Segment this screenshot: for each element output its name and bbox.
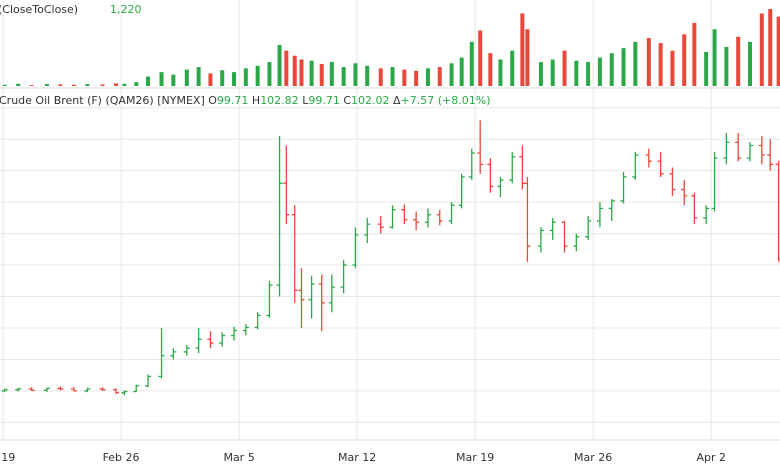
volume-bar — [425, 68, 430, 86]
volume-bar — [44, 84, 49, 86]
volume-bar — [747, 41, 752, 86]
volume-bar — [586, 62, 591, 86]
volume-bar — [319, 63, 324, 86]
volume-bar — [768, 9, 773, 86]
legend-field-value: 102.02 — [351, 94, 390, 107]
x-tick-label: Mar 26 — [574, 451, 612, 464]
legend-symbol: Crude Oil Brent (F) (QAM26) [NYMEX] — [0, 94, 205, 107]
volume-bar — [525, 29, 530, 86]
x-tick-label: b 19 — [0, 451, 15, 464]
volume-bar — [284, 50, 289, 86]
x-tick-label: Mar 19 — [456, 451, 494, 464]
legend-field-label: C — [343, 94, 351, 107]
volume-bar — [220, 70, 225, 86]
volume-bar — [414, 70, 419, 86]
legend-change: +7.57 (+8.01%) — [401, 94, 491, 107]
legend-field-label: L — [302, 94, 309, 107]
volume-bar — [478, 30, 483, 86]
volume-bar — [562, 50, 567, 86]
volume-bar — [724, 46, 729, 86]
volume-bar — [609, 53, 614, 86]
volume-bar — [520, 13, 525, 86]
volume-bar — [498, 59, 503, 86]
volume-bar — [100, 84, 105, 86]
volume-bar — [159, 72, 164, 86]
volume-bar — [682, 34, 687, 86]
volume-bar — [299, 59, 304, 86]
volume-bar — [309, 60, 314, 86]
volume-bar — [341, 67, 346, 86]
legend: Crude Oil Brent (F) (QAM26) [NYMEX] O99.… — [0, 94, 491, 107]
volume-bar — [134, 82, 139, 86]
volume-bar — [692, 22, 697, 86]
volume-bar — [16, 83, 21, 86]
legend-field-label: H — [252, 94, 260, 107]
volume-bar — [402, 69, 407, 86]
volume-bar — [171, 74, 176, 86]
volume-bar — [353, 63, 358, 86]
volume-bar — [712, 29, 717, 86]
volume-bar — [759, 13, 764, 86]
volume-bar — [621, 48, 626, 86]
volume-bar — [704, 51, 709, 86]
x-tick-label: Feb 26 — [103, 451, 140, 464]
volume-bar — [243, 68, 248, 86]
volume-bar — [469, 41, 474, 86]
volume-bar — [574, 60, 579, 86]
volume-bar — [658, 43, 663, 86]
volume-bar — [670, 50, 675, 86]
volume-bar — [292, 55, 297, 86]
volume-bar — [378, 68, 383, 86]
legend-change-label: Δ — [393, 94, 401, 107]
legend-field-value: 99.71 — [308, 94, 340, 107]
legend-field-label: O — [208, 94, 217, 107]
volume-bar — [71, 84, 76, 86]
legend-field-value: 102.82 — [260, 94, 299, 107]
volume-bar — [114, 83, 119, 86]
volume-bar — [196, 67, 201, 86]
x-tick-label: Mar 5 — [223, 451, 254, 464]
volume-bar — [365, 65, 370, 86]
volume-bar — [776, 16, 780, 86]
volume-bar — [122, 83, 127, 86]
volume-bar — [184, 69, 189, 86]
volume-bar — [736, 36, 741, 86]
volume-bar — [646, 38, 651, 86]
volume-bar — [488, 53, 493, 86]
x-tick-label: Mar 12 — [338, 451, 376, 464]
volume-bar — [208, 73, 213, 86]
volume-bar — [459, 57, 464, 86]
volume-bar — [538, 62, 543, 86]
volume-bar — [29, 85, 34, 86]
volume-bar — [2, 84, 7, 86]
volume-title: (CloseToClose) — [0, 3, 78, 16]
volume-bar — [277, 45, 282, 86]
volume-bar — [255, 65, 260, 86]
volume-bar — [267, 62, 272, 86]
volume-bar — [449, 63, 454, 86]
legend-field-value: 99.71 — [217, 94, 249, 107]
volume-bar — [58, 84, 63, 86]
volume-bar — [633, 41, 638, 86]
volume-bar — [510, 50, 515, 86]
volume-bar — [437, 67, 442, 86]
grid — [0, 0, 780, 440]
volume-value: 1,220 — [110, 3, 142, 16]
volume-bar — [329, 62, 334, 86]
volume-bar — [146, 76, 151, 86]
volume-bar — [85, 84, 90, 86]
x-tick-label: Apr 2 — [696, 451, 726, 464]
volume-bar — [597, 57, 602, 86]
volume-bar — [550, 59, 555, 86]
volume-bar — [232, 72, 237, 86]
volume-bar — [390, 67, 395, 86]
